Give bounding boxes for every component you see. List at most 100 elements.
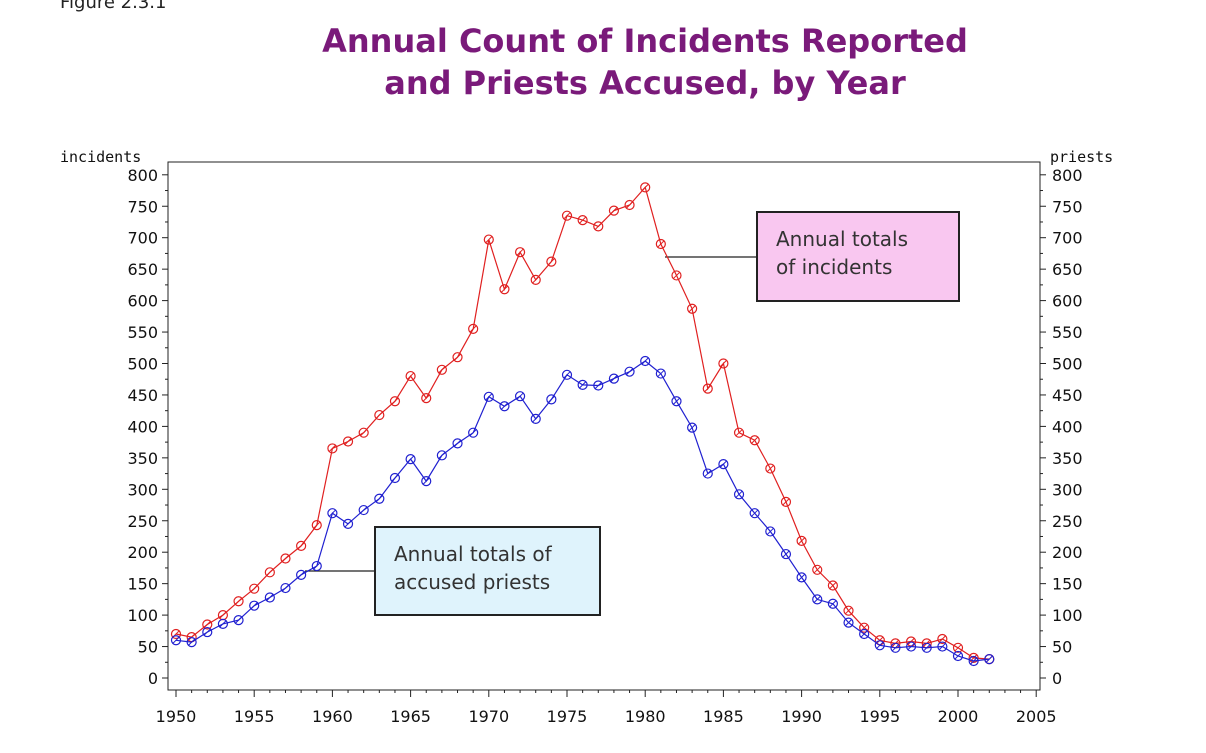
data-point-priests (374, 493, 385, 504)
y-tick-label-right: 300 (1052, 480, 1083, 499)
data-point-incidents (608, 205, 620, 216)
data-point-incidents (421, 392, 432, 404)
data-point-incidents (499, 284, 510, 295)
data-point-slash-priests (516, 392, 524, 400)
data-point-slash-priests (313, 562, 321, 570)
data-point-slash-priests (407, 455, 414, 463)
y-tick-label-right: 450 (1052, 386, 1083, 405)
data-point-slash-incidents (516, 248, 524, 256)
data-point-slash-priests (876, 641, 884, 649)
data-point-incidents (374, 409, 385, 421)
data-point-incidents (702, 383, 713, 394)
data-point-slash-priests (813, 596, 821, 603)
data-point-priests (233, 615, 244, 626)
y-tick-label-right: 50 (1052, 638, 1072, 657)
data-point-slash-priests (610, 375, 618, 382)
data-point-slash-priests (344, 520, 352, 528)
priests-annotation-box: Annual totals of accused priests (374, 526, 601, 616)
data-point-priests (890, 642, 901, 653)
data-point-incidents (546, 256, 557, 267)
data-point-slash-priests (454, 440, 461, 447)
data-point-priests (483, 391, 494, 402)
data-point-slash-incidents (422, 394, 430, 402)
y-tick-label-right: 400 (1052, 417, 1083, 436)
data-point-priests (311, 560, 322, 572)
data-point-slash-incidents (282, 555, 289, 562)
data-point-incidents (296, 540, 307, 552)
data-point-priests (984, 654, 995, 665)
data-point-slash-incidents (594, 223, 602, 230)
data-point-priests (170, 635, 182, 646)
data-point-incidents (561, 210, 573, 221)
data-point-priests (280, 582, 291, 594)
x-tick-label: 2000 (938, 707, 979, 726)
y-tick-label-left: 700 (127, 229, 158, 248)
data-point-priests (358, 504, 369, 516)
data-point-priests (452, 438, 463, 449)
x-tick-label: 1995 (859, 707, 900, 726)
data-point-slash-priests (594, 382, 602, 389)
data-point-incidents (577, 214, 588, 226)
data-point-slash-incidents (579, 216, 586, 224)
data-point-slash-incidents (626, 201, 633, 209)
data-point-slash-incidents (329, 445, 336, 452)
y-tick-label-left: 200 (127, 543, 158, 562)
data-point-incidents (436, 364, 447, 375)
data-point-priests (608, 373, 620, 384)
data-point-priests (202, 626, 213, 638)
data-point-slash-priests (907, 643, 915, 650)
data-point-priests (921, 642, 932, 653)
data-point-slash-incidents (235, 597, 242, 605)
data-point-slash-incidents (954, 644, 962, 652)
data-point-slash-incidents (250, 585, 258, 593)
data-point-priests (421, 476, 432, 487)
y-tick-label-left: 500 (127, 355, 158, 374)
data-point-priests (530, 413, 541, 424)
data-point-priests (436, 450, 447, 461)
data-point-incidents (796, 535, 807, 546)
data-point-priests (780, 548, 792, 560)
data-point-slash-incidents (782, 498, 790, 506)
data-point-slash-priests (751, 509, 759, 517)
data-point-incidents (249, 583, 260, 594)
y-axis-label-right: priests (1050, 148, 1113, 166)
y-tick-label-right: 350 (1052, 449, 1083, 468)
data-point-priests (968, 655, 979, 667)
data-point-slash-priests (641, 357, 649, 365)
data-point-slash-priests (422, 477, 430, 485)
data-point-priests (327, 508, 338, 519)
incidents-annotation-box: Annual totals of incidents (756, 211, 960, 302)
data-point-slash-incidents (813, 566, 821, 574)
x-tick-label: 1975 (547, 707, 588, 726)
data-point-priests (812, 594, 823, 605)
y-tick-label-left: 150 (127, 575, 158, 594)
data-point-incidents (452, 352, 463, 363)
data-point-slash-incidents (610, 207, 618, 215)
data-point-slash-incidents (501, 285, 508, 293)
chart-series (170, 182, 995, 667)
data-point-incidents (827, 580, 838, 591)
chart-title-line-2: and Priests Accused, by Year (384, 64, 906, 102)
data-point-priests (687, 422, 698, 433)
x-tick-label: 1965 (390, 707, 431, 726)
data-point-slash-priests (892, 644, 899, 652)
data-point-slash-incidents (485, 236, 493, 243)
data-point-slash-incidents (438, 366, 446, 374)
data-point-incidents (687, 303, 698, 314)
data-point-incidents (952, 642, 964, 653)
data-point-slash-priests (203, 628, 211, 636)
x-tick-label: 1970 (468, 707, 509, 726)
data-point-priests (749, 508, 760, 519)
y-tick-label-left: 50 (138, 638, 158, 657)
y-tick-label-left: 0 (148, 669, 158, 688)
data-point-slash-priests (469, 429, 477, 437)
y-tick-label-left: 750 (127, 197, 158, 216)
y-tick-label-right: 200 (1052, 543, 1083, 562)
data-point-incidents (780, 496, 792, 507)
data-point-slash-priests (970, 657, 977, 665)
data-point-slash-priests (657, 370, 665, 377)
data-point-incidents (812, 564, 823, 575)
chart-axes: incidents priests 0 0 50 50 100 100 150 150 200 200… (60, 148, 1113, 726)
data-point-slash-incidents (454, 353, 461, 361)
incidents-annotation-line-2: of incidents (776, 255, 893, 279)
